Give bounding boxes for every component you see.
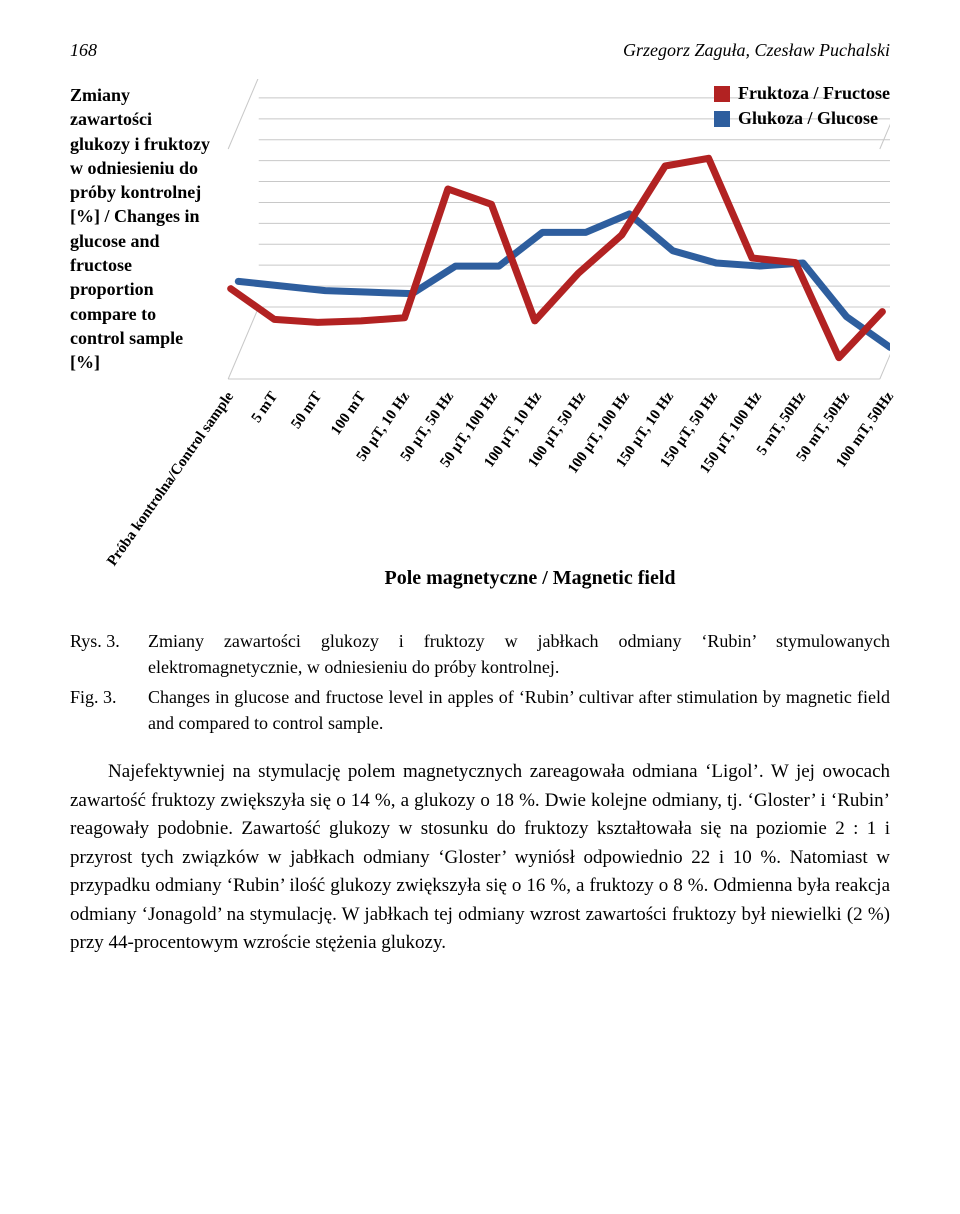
chart-container: Zmiany zawartości glukozy i fruktozy w o… xyxy=(70,79,890,590)
x-axis-title: Pole magnetyczne / Magnetic field xyxy=(170,567,890,590)
running-header: 168 Grzegorz Zaguła, Czesław Puchalski xyxy=(70,40,890,61)
page-number: 168 xyxy=(70,40,97,61)
caption-text-pl: Zmiany zawartości glukozy i fruktozy w j… xyxy=(148,628,890,680)
body-paragraph: Najefektywniej na stymulację polem magne… xyxy=(70,758,890,958)
caption-text-en: Changes in glucose and fructose level in… xyxy=(148,684,890,736)
legend-swatch xyxy=(714,111,730,127)
x-tick-label: 5 mT xyxy=(249,389,282,426)
x-tick-label: Próba kontrolna/Control sample xyxy=(104,389,238,570)
figure-caption: Rys. 3. Zmiany zawartości glukozy i fruk… xyxy=(70,628,890,736)
x-tick-label: 50 mT xyxy=(288,389,326,433)
legend-label: Fruktoza / Fructose xyxy=(738,83,890,104)
chart-legend: Fruktoza / Fructose Glukoza / Glucose xyxy=(714,83,890,133)
x-axis-tick-labels: Próba kontrolna/Control sample5 mT50 mT1… xyxy=(218,389,890,559)
legend-swatch xyxy=(714,86,730,102)
chart-plot-area: Fruktoza / Fructose Glukoza / Glucose xyxy=(218,79,890,389)
legend-item: Glukoza / Glucose xyxy=(714,108,890,129)
x-tick-label: 100 mT xyxy=(328,389,370,439)
legend-item: Fruktoza / Fructose xyxy=(714,83,890,104)
y-axis-title: Zmiany zawartości glukozy i fruktozy w o… xyxy=(70,79,210,375)
caption-key-en: Fig. 3. xyxy=(70,684,134,736)
caption-key-pl: Rys. 3. xyxy=(70,628,134,680)
legend-label: Glukoza / Glucose xyxy=(738,108,878,129)
header-authors: Grzegorz Zaguła, Czesław Puchalski xyxy=(623,40,890,61)
